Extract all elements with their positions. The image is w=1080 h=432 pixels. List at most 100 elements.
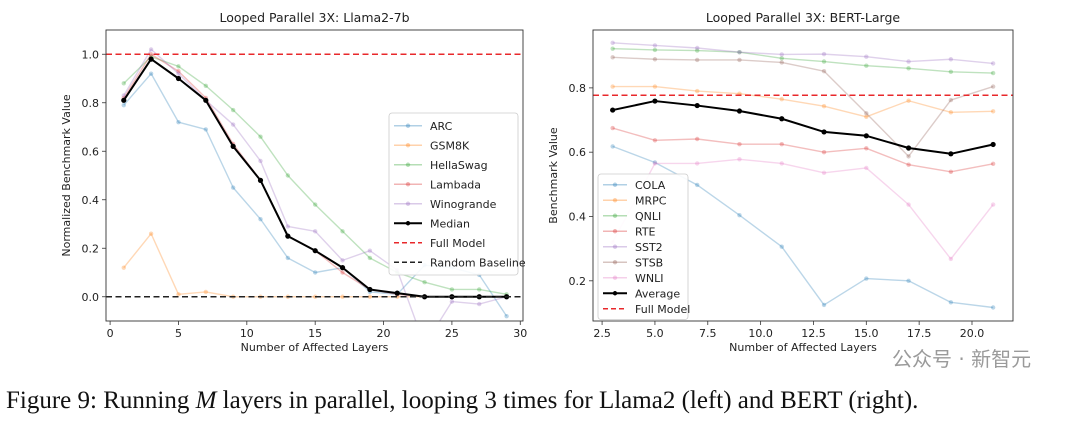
data-point: [736, 108, 743, 114]
data-point: [779, 52, 784, 57]
data-point: [906, 66, 911, 71]
data-point: [285, 233, 291, 239]
data-point: [863, 133, 869, 139]
series-line: [612, 100, 994, 155]
legend-label: Random Baseline: [430, 256, 526, 269]
data-point: [737, 141, 742, 147]
x-tick-label: 25: [445, 327, 459, 340]
legend-label: RTE: [635, 225, 656, 238]
data-point: [821, 104, 827, 109]
x-tick-label: 12.5: [801, 327, 826, 340]
data-point: [821, 149, 827, 155]
data-point: [258, 216, 263, 222]
x-tick-label: 30: [513, 327, 527, 340]
data-point: [610, 144, 615, 149]
data-point: [367, 248, 373, 253]
data-point: [477, 301, 482, 307]
y-tick-label: 0.4: [82, 194, 100, 207]
data-point: [864, 111, 869, 116]
data-point: [779, 141, 784, 147]
legend-marker: [612, 291, 618, 296]
data-point: [695, 182, 700, 188]
data-point: [610, 55, 615, 60]
y-tick-label: 0.2: [569, 275, 587, 288]
data-point: [422, 280, 427, 285]
legend-label: Median: [430, 217, 470, 230]
series-wnli: [610, 157, 996, 262]
legend-marker: [405, 182, 411, 187]
legend-label: COLA: [635, 179, 666, 192]
x-tick-label: 10: [240, 327, 254, 340]
legend-item-random-baseline: Random Baseline: [394, 256, 526, 269]
legend-marker: [405, 221, 411, 226]
data-point: [176, 292, 181, 297]
legend-marker: [405, 201, 411, 206]
series-line: [123, 48, 507, 321]
data-point: [695, 57, 700, 63]
x-tick-label: 15.0: [854, 327, 879, 340]
legend-label: QNLI: [635, 210, 661, 223]
x-tick-label: 20.0: [960, 327, 985, 340]
plot-area: [593, 40, 1013, 310]
y-tick-label: 0.4: [569, 210, 587, 223]
data-point: [737, 49, 742, 55]
data-point: [990, 305, 996, 310]
data-point: [652, 47, 658, 53]
data-point: [258, 158, 263, 164]
legend-label: HellaSwag: [430, 159, 488, 172]
data-point: [779, 161, 784, 166]
data-point: [203, 97, 209, 103]
data-point: [230, 185, 236, 190]
data-point: [504, 313, 509, 319]
data-point: [148, 71, 154, 76]
legend-marker: [612, 182, 618, 187]
legend-label: Winogrande: [430, 198, 497, 211]
data-point: [652, 98, 658, 104]
data-point: [121, 93, 126, 98]
data-point: [906, 202, 911, 207]
legend-marker: [612, 198, 618, 203]
figure-caption: Figure 9: Running M layers in parallel, …: [6, 386, 918, 416]
x-tick-label: 17.5: [907, 327, 932, 340]
data-point: [695, 161, 700, 166]
data-point: [779, 244, 784, 249]
data-point: [312, 270, 318, 275]
data-point: [258, 134, 263, 139]
data-point: [121, 97, 127, 103]
legend-item-gsm8k: GSM8K: [394, 139, 470, 152]
series-line: [123, 55, 507, 296]
data-point: [176, 71, 181, 76]
series-sst2: [610, 40, 996, 66]
data-point: [821, 51, 827, 57]
legend-item-cola: COLA: [603, 179, 666, 192]
data-point: [449, 287, 455, 292]
data-point: [312, 202, 318, 207]
legend-item-full-model: Full Model: [394, 237, 485, 250]
x-tick-label: 7.5: [699, 327, 717, 340]
chart-0: Looped Parallel 3X: Llama2-7b 0 5 10 15 20 25 3…: [60, 10, 527, 354]
legend-label: WNLI: [635, 272, 663, 285]
legend-marker: [612, 260, 618, 265]
data-point: [737, 213, 742, 218]
data-point: [990, 161, 996, 166]
data-point: [340, 258, 345, 263]
series-stsb: [610, 55, 996, 159]
data-point: [864, 114, 869, 120]
data-point: [821, 68, 827, 74]
data-point: [948, 97, 954, 103]
data-point: [821, 129, 827, 135]
data-point: [821, 302, 827, 308]
data-point: [203, 83, 209, 88]
data-point: [285, 224, 291, 229]
data-point: [148, 56, 154, 62]
legend-item-arc: ARC: [394, 120, 453, 133]
data-point: [449, 299, 455, 304]
caption-suffix: layers in parallel, looping 3 times for …: [216, 387, 919, 414]
legend-item-hellaswag: HellaSwag: [394, 159, 488, 172]
data-point: [906, 98, 911, 103]
data-point: [312, 229, 318, 234]
data-point: [652, 84, 658, 89]
data-point: [652, 138, 658, 143]
legend-item-full-model: Full Model: [603, 303, 690, 316]
